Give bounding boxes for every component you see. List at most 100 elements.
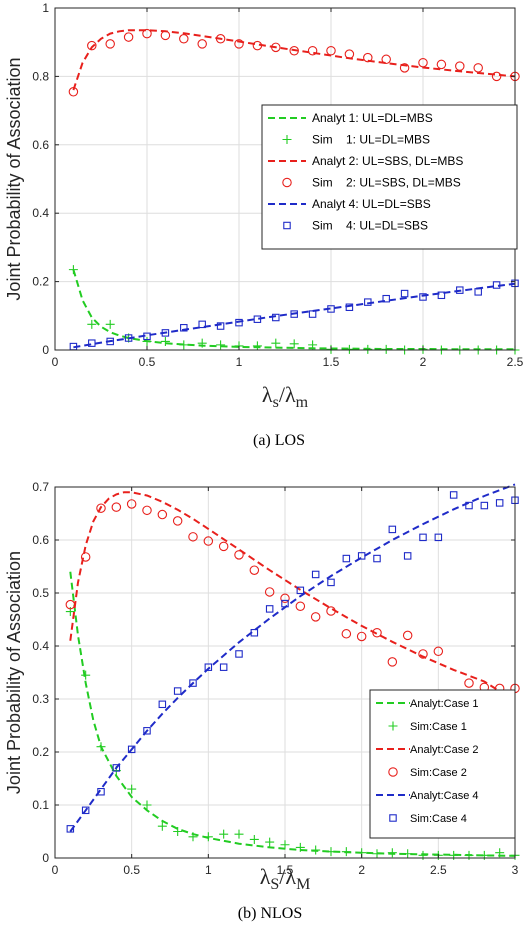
chart-nlos-series-3-point xyxy=(402,630,413,641)
chart-los-series-1-point xyxy=(179,340,189,350)
chart-los-series-5-point xyxy=(253,315,262,323)
chart-los-xlabel-sub1: s xyxy=(273,394,279,411)
chart-nlos-ytick-label: 0.4 xyxy=(32,639,49,653)
chart-nlos-legend-label: Sim:Case 2 xyxy=(410,767,467,779)
chart-los-ylabel: Joint Probability of Association xyxy=(4,57,24,300)
chart-los-ytick-label: 0.6 xyxy=(32,138,49,152)
chart-nlos-ticks: 0 0.5 1 1.5 2 2.5 3 0 0.1 0.2 0.3 0.4 0.5 0.6 0.7 xyxy=(32,480,518,877)
chart-nlos-xlabel-lambda2: /λ xyxy=(279,864,296,889)
chart-nlos-series-1-point xyxy=(280,840,290,850)
chart-nlos-series-5-point xyxy=(127,745,136,754)
chart-nlos-series-3-point xyxy=(142,505,152,516)
chart-los-series-5-point xyxy=(198,320,206,329)
chart-nlos-series-1-point xyxy=(403,849,413,859)
chart-nlos-series-5-point xyxy=(97,787,105,796)
chart-nlos-series-3-point xyxy=(203,536,214,546)
chart-nlos-series-3-point xyxy=(310,612,321,622)
chart-los-legend-label: Sim 2: UL=SBS, DL=MBS xyxy=(312,176,461,190)
chart-los-series-5-point xyxy=(419,293,427,301)
chart-los-series-5-point xyxy=(290,310,298,318)
chart-nlos-series-1-point xyxy=(127,784,137,794)
chart-los-series-1-point xyxy=(308,340,318,350)
chart-los-series-5-point xyxy=(143,332,151,341)
chart-los-series-3-point xyxy=(289,45,299,56)
chart-los-series-3-point xyxy=(87,40,97,51)
chart-los-series-1-point xyxy=(160,336,170,346)
chart-nlos-series-5-point xyxy=(465,501,473,510)
chart-nlos-legend-label: Sim:Case 1 xyxy=(410,721,467,733)
chart-nlos-series-1-point xyxy=(157,821,167,831)
chart-nlos-series-1-point xyxy=(326,847,336,857)
chart-nlos-series-5-point xyxy=(480,501,489,510)
chart-nlos-series-3-point xyxy=(372,627,382,638)
chart-nlos-series-2-line xyxy=(69,491,516,702)
chart-los-series-5-point xyxy=(474,288,482,296)
chart-nlos-series-5-point xyxy=(434,533,443,542)
chart-nlos-legend-label: Analyt:Case 1 xyxy=(410,698,478,710)
chart-los-xlabel: λs/λm xyxy=(262,382,309,411)
chart-los-series-5-point xyxy=(235,318,243,327)
chart-nlos-series-5-point xyxy=(235,650,243,658)
chart-los-legend-label: Sim 4: UL=DL=SBS xyxy=(312,219,428,233)
chart-nlos-legend-label: Analyt:Case 2 xyxy=(410,744,478,756)
chart-nlos-series-3-point xyxy=(96,503,106,513)
chart-los-series-1-point xyxy=(68,265,78,275)
chart-nlos-ytick-label: 0.2 xyxy=(32,745,49,759)
chart-nlos-xlabel-sub1: S xyxy=(270,876,279,893)
chart-nlos-series-1-point xyxy=(249,834,259,844)
chart-los-legend-swatch xyxy=(282,135,292,144)
chart-nlos-xtick-label: 1.5 xyxy=(277,863,294,877)
chart-los-series-1-point xyxy=(142,336,152,346)
chart-los-series-3-point xyxy=(455,61,465,71)
chart-nlos-series-5-point xyxy=(219,663,228,671)
chart-nlos-series-5-point xyxy=(342,554,351,563)
chart-los-series-5-point xyxy=(492,281,501,289)
chart-los-series-5-point xyxy=(180,324,188,332)
chart-nlos-series-5-point xyxy=(296,586,305,595)
chart-nlos-legend-swatch xyxy=(389,814,397,822)
chart-nlos-series-3-point xyxy=(387,657,398,667)
chart-los-series-3-point xyxy=(123,32,134,42)
chart-los-xtick-label: 0 xyxy=(52,355,59,369)
chart-nlos-series-5-point xyxy=(495,499,504,507)
chart-los-legend-label: Sim 1: UL=DL=MBS xyxy=(312,133,430,147)
chart-los-series-5-point xyxy=(400,289,409,298)
chart-los: 0 0.5 1 1.5 2 2.5 0 0.2 0.4 0.6 0.8 1 Joint Probabi… xyxy=(4,1,524,449)
chart-nlos-series-1-point xyxy=(219,829,229,839)
chart-nlos-series-3-point xyxy=(418,649,428,659)
chart-los-legend-swatch xyxy=(283,221,291,230)
chart-nlos: 0 0.5 1 1.5 2 2.5 3 0 0.1 0.2 0.3 0.4 0.5 0.6 0.7 Join… xyxy=(4,480,520,922)
chart-los-series-3-point xyxy=(215,34,226,44)
chart-nlos-series-1-point xyxy=(173,827,183,836)
chart-nlos-series-1-point xyxy=(265,837,275,847)
chart-nlos-series-3-point xyxy=(341,629,352,639)
chart-los-series-3-point xyxy=(197,39,207,49)
chart-nlos-ytick-label: 0.6 xyxy=(32,533,49,547)
chart-los-series-5-point xyxy=(382,294,390,303)
chart-los-series-3-point xyxy=(473,63,483,73)
chart-nlos-series-1-point xyxy=(341,847,351,857)
chart-nlos-series-5-point xyxy=(373,554,381,563)
chart-nlos-series-5-point xyxy=(327,578,335,587)
chart-los-series-1-point xyxy=(252,341,262,351)
chart-los-series-5-point xyxy=(272,313,280,322)
chart-nlos-series-3-point xyxy=(280,593,290,604)
chart-nlos-legend-label: Sim:Case 4 xyxy=(410,813,467,825)
chart-nlos-xlabel-lambda1: λ xyxy=(260,864,271,889)
chart-nlos-series-5-point xyxy=(112,764,121,772)
chart-nlos-series-3-point xyxy=(218,541,229,552)
chart-nlos-series-1-point xyxy=(142,800,152,810)
chart-los-series-1-point xyxy=(381,344,391,354)
chart-nlos-series-3-point xyxy=(111,502,122,512)
chart-nlos-legend-swatch xyxy=(388,767,398,777)
chart-nlos-series-1-point xyxy=(311,845,321,855)
chart-los-series-5-point xyxy=(216,322,225,330)
chart-nlos-series-3-point xyxy=(172,516,183,526)
chart-nlos-series-1-point xyxy=(81,670,91,680)
chart-nlos-ytick-label: 0.7 xyxy=(32,480,49,494)
chart-nlos-series-3-point xyxy=(264,587,275,597)
chart-los-series-3-point xyxy=(234,39,244,49)
chart-los-series-1-point xyxy=(344,344,354,354)
chart-los-xtick-label: 2 xyxy=(420,355,427,369)
chart-nlos-xtick-label: 2.5 xyxy=(430,863,447,877)
